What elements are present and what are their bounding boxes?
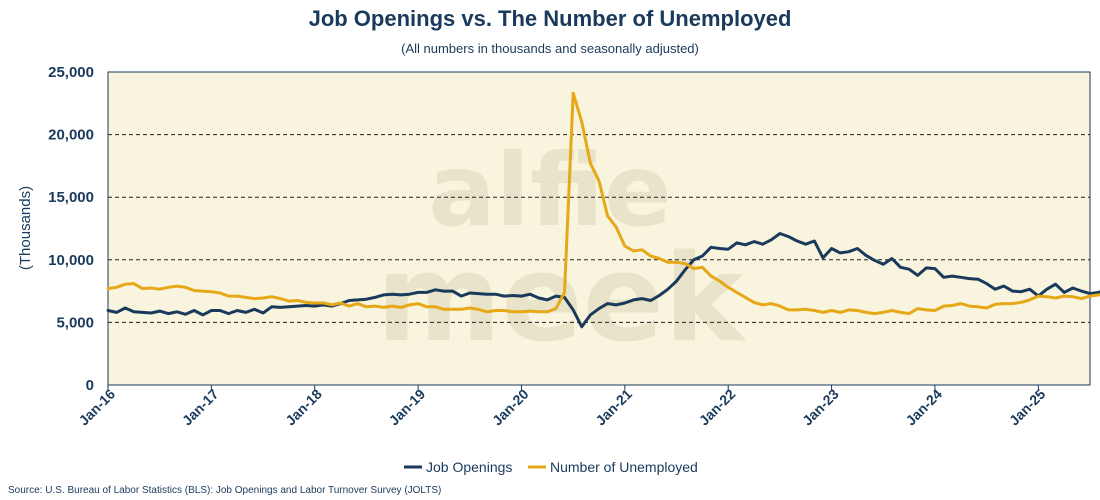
x-axis-ticks: Jan-16 Jan-17 Jan-18 Jan-19 Jan-20 Jan-21 Jan-… xyxy=(75,385,1049,429)
legend: Job Openings Number of Unemployed xyxy=(404,459,698,475)
series-line-job-openings xyxy=(106,232,1100,329)
y-axis-label: (Thousands) xyxy=(17,186,34,270)
chart-subtitle: (All numbers in thousands and seasonally… xyxy=(401,41,699,56)
y-tick-label: 15,000 xyxy=(48,189,94,206)
y-tick-label: 5,000 xyxy=(56,314,94,331)
y-axis-ticks: 0 5,000 10,000 15,000 20,000 25,000 xyxy=(48,64,94,394)
y-tick-label: 20,000 xyxy=(48,127,94,144)
legend-label: Job Openings xyxy=(426,459,512,475)
x-tick-label: Jan-20 xyxy=(489,386,532,429)
x-tick-label: Jan-16 xyxy=(75,386,118,429)
x-tick-label: Jan-19 xyxy=(386,386,429,429)
x-tick-label: Jan-25 xyxy=(1006,386,1049,429)
x-tick-label: Jan-24 xyxy=(902,386,945,429)
x-tick-label: Jan-21 xyxy=(592,386,635,429)
x-tick-label: Jan-23 xyxy=(799,386,842,429)
x-tick-label: Jan-17 xyxy=(179,386,222,429)
y-tick-label: 10,000 xyxy=(48,252,94,269)
y-tick-label: 0 xyxy=(86,377,94,394)
series-line-unemployed xyxy=(106,91,1100,316)
plot-area xyxy=(107,71,1091,386)
y-tick-label: 25,000 xyxy=(48,64,94,81)
x-tick-label: Jan-22 xyxy=(696,386,739,429)
grid-lines xyxy=(108,134,1090,323)
watermark-text-top: alfie xyxy=(428,132,672,249)
x-tick-label: Jan-18 xyxy=(282,386,325,429)
chart-title: Job Openings vs. The Number of Unemploye… xyxy=(308,6,792,31)
series-lines xyxy=(106,91,1100,329)
source-note: Source: U.S. Bureau of Labor Statistics … xyxy=(8,485,442,496)
legend-label: Number of Unemployed xyxy=(550,459,698,475)
